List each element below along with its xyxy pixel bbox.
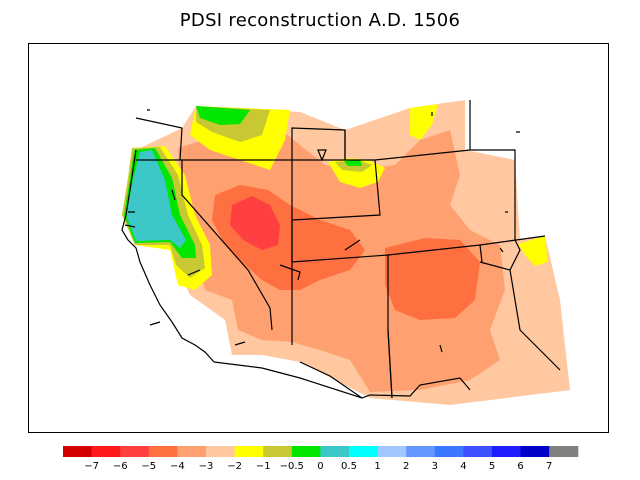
colorbar-tick-label: 7 (546, 461, 552, 472)
colorbar-tick-label: −2 (227, 461, 242, 472)
river-marks (124, 109, 520, 353)
colorbar-swatch-cls_le_-7 (63, 446, 93, 457)
colorbar-tick-label: 5 (489, 461, 495, 472)
lake-great-salt (317, 149, 327, 162)
border-nm-east (387, 329, 393, 399)
border-ca-nv (181, 160, 273, 331)
colorbar-tick-label: −0.5 (280, 461, 304, 472)
colorbar-swatches (63, 446, 579, 457)
map-title: PDSI reconstruction A.D. 1506 (179, 10, 461, 31)
border-az-south (299, 361, 363, 399)
coastline (121, 149, 215, 363)
colorbar-swatch-cls_2_3 (406, 446, 436, 457)
mexico-border (213, 361, 471, 399)
colorbar-swatch-cls_4_5 (463, 446, 493, 457)
colorbar-tick-label: 4 (460, 461, 466, 472)
border-dakotas (374, 100, 516, 240)
pdsi-field-slightly-wet-nw (126, 150, 186, 248)
colorbar-swatch-cls_-2_-1 (234, 446, 264, 457)
colorbar-swatch-cls_0.5_1 (349, 446, 379, 457)
colorbar-tick-label: −6 (113, 461, 128, 472)
pdsi-field-severe-drought-east (385, 238, 480, 320)
colorbar-tick-label: 1 (374, 461, 380, 472)
colorbar-swatch-cls_-5_-4 (148, 446, 178, 457)
lake-tahoe (171, 189, 176, 201)
border-tx-panhandle (479, 239, 561, 371)
colorbar-swatch-cls_1_2 (377, 446, 407, 457)
state-borders (121, 100, 561, 399)
border-wyoming (291, 130, 381, 221)
colorbar-swatch-cls_-6_-5 (120, 446, 150, 457)
border-idaho-west (179, 127, 183, 161)
colorbar-tick-label: −1 (256, 461, 271, 472)
pdsi-field-incipient-drought-se (518, 236, 548, 266)
colorbar-tick-label: 3 (432, 461, 438, 472)
colorbar-swatch-cls_-0.5_0 (291, 446, 321, 457)
border-co-east (387, 244, 483, 263)
colorbar-swatch-cls_3_4 (434, 446, 464, 457)
lake-mead (279, 264, 301, 281)
pdsi-fields (122, 100, 570, 405)
colorbar-ticks: −7 −6 −5 −4 −3 −2 −1 −0.5 0 0.5 1 2 3 4 5 6 7 (84, 461, 552, 472)
colorbar-tick-label: −5 (141, 461, 156, 472)
colorbar-swatch-cls_ge_7 (549, 446, 579, 457)
colorbar-swatch-cls_-7_-6 (91, 446, 121, 457)
colorbar-tick-label: 0 (317, 461, 323, 472)
colorbar-swatch-cls_-4_-3 (177, 446, 207, 457)
border-wa-or (135, 117, 183, 129)
colorbar-tick-label: 6 (517, 461, 523, 472)
colorbar-swatch-cls_6_7 (520, 446, 550, 457)
colorbar-tick-label: 0.5 (341, 461, 357, 472)
pdsi-field-extreme-drought (230, 196, 280, 250)
colorbar-tick-label: 2 (403, 461, 409, 472)
pdsi-field-near-normal-north (196, 106, 250, 125)
colorbar-swatch-cls_0_0.5 (320, 446, 350, 457)
colorbar-swatch-cls_-3_-2 (206, 446, 236, 457)
colorbar-swatch-cls_-1_-0.5 (263, 446, 293, 457)
colorbar-tick-label: −3 (199, 461, 214, 472)
pdsi-field-near-normal-wy (344, 160, 362, 166)
border-kansas (479, 235, 546, 246)
colorbar-tick-label: −7 (84, 461, 99, 472)
colorbar-swatch-cls_5_6 (492, 446, 522, 457)
colorbar-tick-label: −4 (170, 461, 185, 472)
pdsi-field-incipient-drought-ne (410, 104, 438, 140)
lake-powell (344, 239, 361, 251)
